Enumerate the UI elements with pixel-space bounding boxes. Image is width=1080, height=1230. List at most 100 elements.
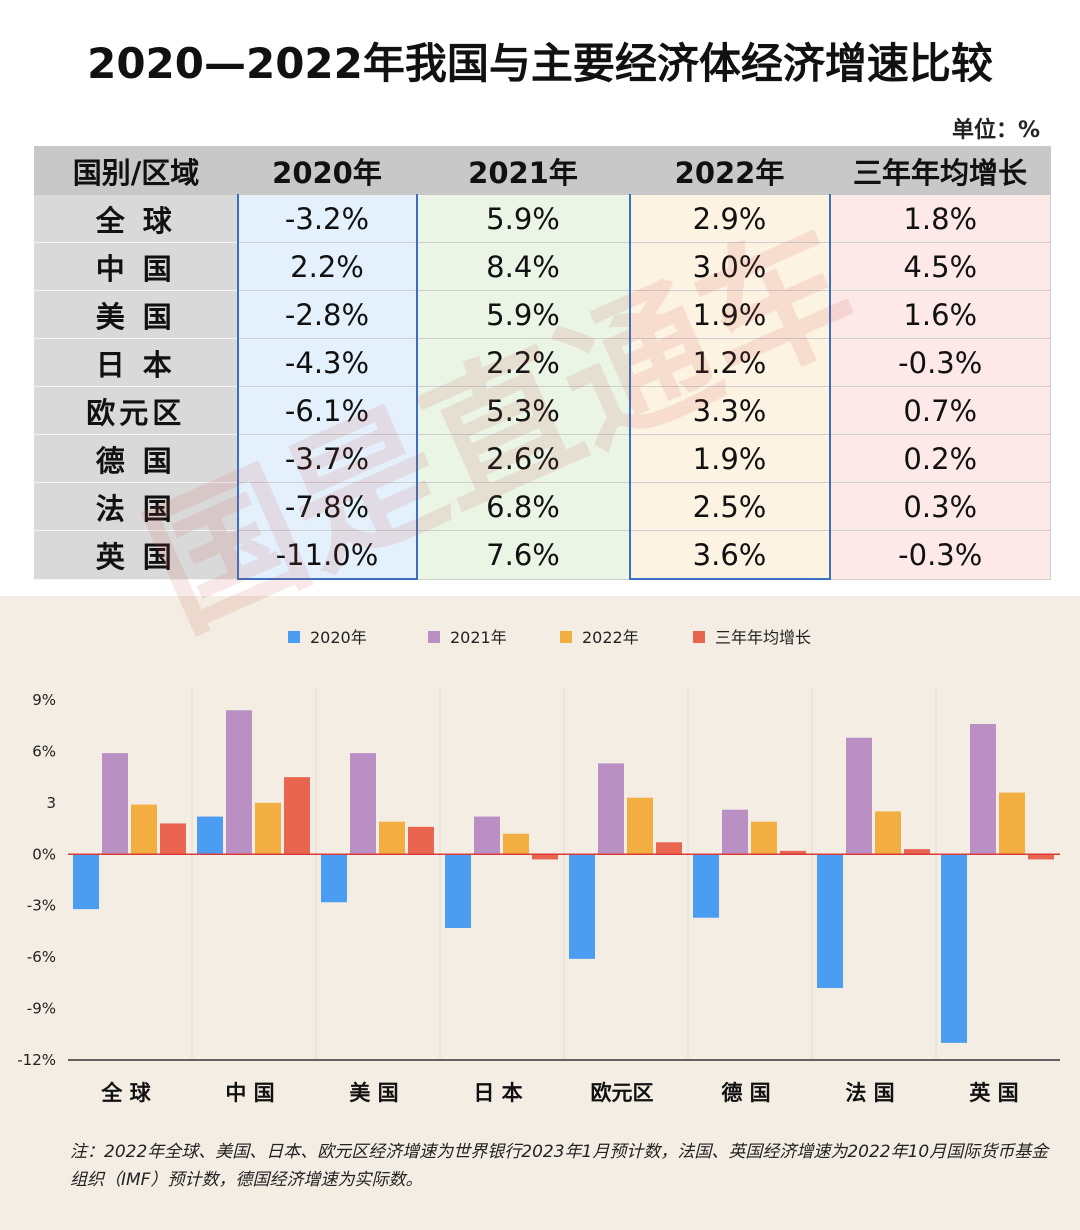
bar (131, 804, 157, 855)
y-tick-label: 0% (32, 845, 56, 863)
bar (999, 792, 1025, 855)
table-row: 全 球 -3.2% 5.9% 2.9% 1.8% (34, 194, 1051, 243)
bar (970, 724, 996, 855)
bar (722, 809, 748, 855)
table-row: 日 本 -4.3% 2.2% 1.2% -0.3% (34, 338, 1051, 387)
cell-avg: 1.6% (829, 290, 1051, 339)
footnote: 注：2022年全球、美国、日本、欧元区经济增速为世界银行2023年1月预计数，法… (70, 1142, 1049, 1190)
bar (875, 811, 901, 855)
cell-2020: -11.0% (236, 530, 418, 580)
cell-2022: 1.2% (628, 338, 831, 387)
row-name: 德 国 (34, 434, 238, 483)
bar (73, 854, 99, 910)
cell-2022: 3.3% (628, 386, 831, 435)
row-name: 日 本 (34, 338, 238, 387)
row-name: 法 国 (34, 482, 238, 531)
header-2021: 2021年 (416, 146, 630, 195)
bar (408, 826, 434, 855)
bar (321, 854, 347, 903)
bar (780, 850, 806, 855)
legend-swatch (288, 631, 300, 643)
cell-avg: 0.2% (829, 434, 1051, 483)
y-tick-label: 6% (32, 742, 56, 760)
bar (160, 823, 186, 855)
bar (474, 816, 500, 855)
cell-2022: 2.5% (628, 482, 831, 531)
page-title: 2020—2022年我国与主要经济体经济增速比较 (87, 39, 993, 88)
bar (817, 854, 843, 988)
cell-2021: 5.9% (416, 194, 630, 243)
cell-2022: 3.0% (628, 242, 831, 291)
growth-table: 国别/区域 2020年 2021年 2022年 三年年均增长 全 球 -3.2%… (34, 146, 1051, 580)
row-name: 欧元区 (34, 386, 238, 435)
cell-2021: 5.3% (416, 386, 630, 435)
bar (904, 849, 930, 855)
cell-2020: -3.7% (236, 434, 418, 483)
bar (1028, 854, 1054, 860)
bar (445, 854, 471, 928)
x-tick-label: 日 本 (473, 1081, 522, 1105)
cell-2022: 3.6% (628, 530, 831, 580)
cell-avg: 1.8% (829, 194, 1051, 243)
cell-2020: -6.1% (236, 386, 418, 435)
bar (197, 816, 223, 855)
cell-2021: 7.6% (416, 530, 630, 580)
x-tick-label: 全 球 (100, 1081, 151, 1105)
bar (102, 753, 128, 855)
legend-swatch (428, 631, 440, 643)
cell-avg: 0.3% (829, 482, 1051, 531)
row-name: 英 国 (34, 530, 238, 580)
cell-2020: 2.2% (236, 242, 418, 291)
cell-avg: 4.5% (829, 242, 1051, 291)
x-tick-label: 德 国 (721, 1081, 770, 1105)
x-tick-label: 中 国 (225, 1081, 274, 1105)
bar (503, 833, 529, 855)
growth-bar-chart: 9% 6% 3 0% -3% -6% -9% -12% 全 球 中 国 美 国 日 本 欧元区 德 国 法 … (17, 628, 1060, 1105)
x-tick-label: 美 国 (349, 1081, 398, 1105)
x-tick-label: 欧元区 (591, 1081, 654, 1105)
bar (284, 777, 310, 855)
legend-label: 2022年 (582, 628, 639, 647)
bar (693, 854, 719, 918)
bar (379, 821, 405, 855)
legend-label: 三年年均增长 (715, 628, 811, 647)
bar (350, 753, 376, 855)
x-tick-label: 法 国 (845, 1081, 894, 1105)
table-row: 欧元区 -6.1% 5.3% 3.3% 0.7% (34, 386, 1051, 435)
table-header-row: 国别/区域 2020年 2021年 2022年 三年年均增长 (34, 146, 1051, 195)
cell-2021: 5.9% (416, 290, 630, 339)
cell-avg: -0.3% (829, 338, 1051, 387)
y-tick-label: -3% (27, 897, 56, 915)
cell-2021: 6.8% (416, 482, 630, 531)
bar (941, 854, 967, 1043)
cell-2022: 1.9% (628, 434, 831, 483)
legend-label: 2020年 (310, 628, 367, 647)
bar (751, 821, 777, 855)
bar (627, 797, 653, 855)
y-tick-label: -9% (27, 1000, 56, 1018)
chart-background (0, 596, 1080, 1230)
table-row: 英 国 -11.0% 7.6% 3.6% -0.3% (34, 530, 1051, 580)
bar (569, 854, 595, 959)
legend-label: 2021年 (450, 628, 507, 647)
y-tick-label: 3 (46, 794, 56, 812)
cell-2021: 2.2% (416, 338, 630, 387)
bar (532, 854, 558, 860)
cell-2022: 2.9% (628, 194, 831, 243)
y-tick-label: 9% (32, 691, 56, 709)
bar (255, 802, 281, 855)
cell-2022: 1.9% (628, 290, 831, 339)
legend-swatch (560, 631, 572, 643)
row-name: 美 国 (34, 290, 238, 339)
header-avg: 三年年均增长 (829, 146, 1051, 195)
header-2020: 2020年 (237, 146, 417, 195)
cell-avg: -0.3% (829, 530, 1051, 580)
row-name: 中 国 (34, 242, 238, 291)
cell-2020: -4.3% (236, 338, 418, 387)
table-row: 法 国 -7.8% 6.8% 2.5% 0.3% (34, 482, 1051, 531)
header-2022: 2022年 (629, 146, 830, 195)
bar (226, 710, 252, 855)
x-tick-label: 英 国 (969, 1081, 1018, 1105)
cell-2020: -7.8% (236, 482, 418, 531)
cell-2020: -3.2% (236, 194, 418, 243)
